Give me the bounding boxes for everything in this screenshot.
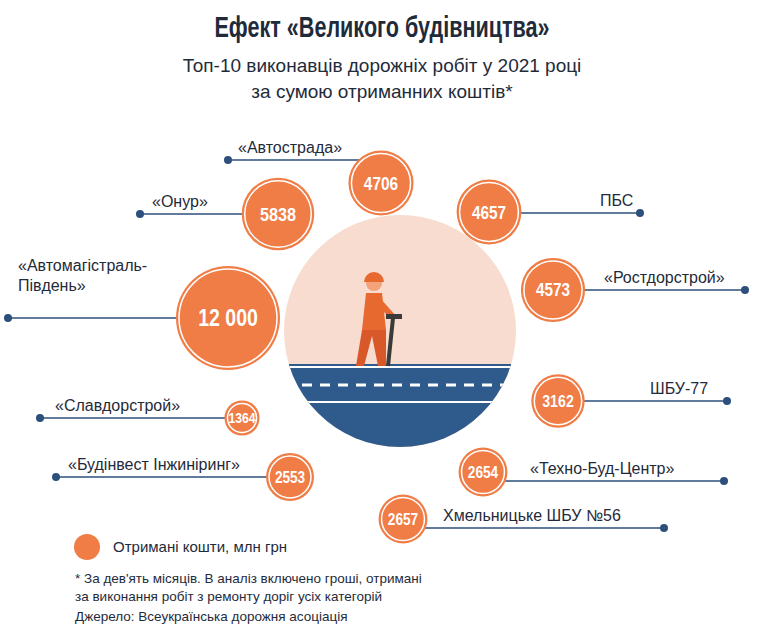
leader-dot <box>224 156 232 164</box>
leader-dot <box>4 314 12 322</box>
data-label: 4573 <box>536 280 570 300</box>
bubbles <box>176 150 585 543</box>
bubble-ring <box>534 377 581 424</box>
bubble <box>531 374 584 427</box>
leader-dot <box>636 209 644 217</box>
leader-line <box>56 476 290 477</box>
bubble-ring <box>460 183 519 242</box>
bubble <box>457 180 522 245</box>
category-label: «Автострада» <box>238 139 342 156</box>
legend: Отримані кошти, млн грн <box>74 534 287 560</box>
category-label: Хмельницьке ШБУ №56 <box>443 507 621 524</box>
data-label: 4657 <box>472 202 506 222</box>
leader-dot <box>660 524 668 532</box>
chart: Ефект «Великого будівництва» Топ-10 викон… <box>0 0 764 629</box>
category-label: «Будінвест Інжиніринг» <box>68 456 240 473</box>
worker <box>356 272 402 366</box>
title: Ефект «Великого будівництва» <box>214 9 549 43</box>
leader-dot <box>52 473 60 481</box>
leader-line <box>40 417 242 418</box>
leader-dot <box>720 477 728 485</box>
leader-dot <box>723 397 731 405</box>
worker-helmet <box>364 272 384 282</box>
category-label-line: Південь» <box>18 277 86 294</box>
bubble <box>379 495 428 544</box>
bubble <box>242 178 315 251</box>
data-label: 2657 <box>388 510 418 528</box>
jackhammer-handle <box>386 314 402 319</box>
data-label: 1364 <box>228 410 256 426</box>
worker-legs <box>356 330 386 366</box>
road-edge <box>284 366 516 368</box>
bubble-ring <box>179 269 277 367</box>
category-label: ПБС <box>600 192 633 209</box>
bubble-ring <box>227 403 256 432</box>
bubble-ring <box>269 456 311 498</box>
legend-marker <box>74 534 100 560</box>
illustration <box>284 215 516 596</box>
category-label: «Ростдорстрой» <box>604 269 725 286</box>
bubble-ring <box>524 261 582 319</box>
illustration-road <box>284 364 516 596</box>
leader-dot <box>741 286 749 294</box>
bubble <box>176 266 280 370</box>
category-label: «Автомагістраль- Південь» <box>18 257 147 294</box>
bubble <box>521 258 585 322</box>
road-edge <box>284 401 516 403</box>
data-label: 5838 <box>260 204 296 226</box>
category-label: ШБУ-77 <box>650 380 708 397</box>
category-label: «Техно-Буд-Центр» <box>530 460 674 477</box>
labels: 12 000 «Автомагістраль- Південь» 5838 «Онур»… <box>18 139 725 528</box>
data-label: 3162 <box>542 392 574 410</box>
subtitle: Топ-10 виконавців дорожніх робіт у 2021 … <box>183 55 582 76</box>
data-label: 2553 <box>275 469 305 486</box>
bubble <box>224 400 259 435</box>
source: Джерело: Всеукраїнська дорожня асоціація <box>75 609 348 624</box>
bubble-ring <box>382 498 425 541</box>
jackhammer <box>388 318 393 366</box>
category-label: «Славдорстрой» <box>55 397 180 414</box>
bubble <box>266 453 314 501</box>
bubble <box>348 150 413 215</box>
bubble-ring <box>462 451 505 494</box>
subtitle: за сумою отриманних коштів* <box>251 81 513 102</box>
bubble-ring <box>245 181 312 248</box>
data-label: 12 000 <box>198 306 258 332</box>
footnote: * За дев'ять місяців. В аналіз включено … <box>75 571 422 586</box>
road-dash <box>284 384 516 387</box>
leader-line <box>483 480 724 481</box>
leader-dot <box>36 414 44 422</box>
data-label: 4706 <box>364 173 398 193</box>
bubble <box>459 448 508 497</box>
data-label: 2654 <box>468 463 499 481</box>
category-label: «Онур» <box>152 193 208 210</box>
footnote: за виконання робіт з ремонту доріг усіх … <box>75 589 382 604</box>
leader-line <box>403 527 664 528</box>
category-label-line: «Автомагістраль- <box>18 257 147 274</box>
leader-dot <box>136 210 144 218</box>
bubble-ring <box>351 153 410 212</box>
worker-body <box>362 293 386 330</box>
legend-label: Отримані кошти, млн грн <box>113 538 287 555</box>
